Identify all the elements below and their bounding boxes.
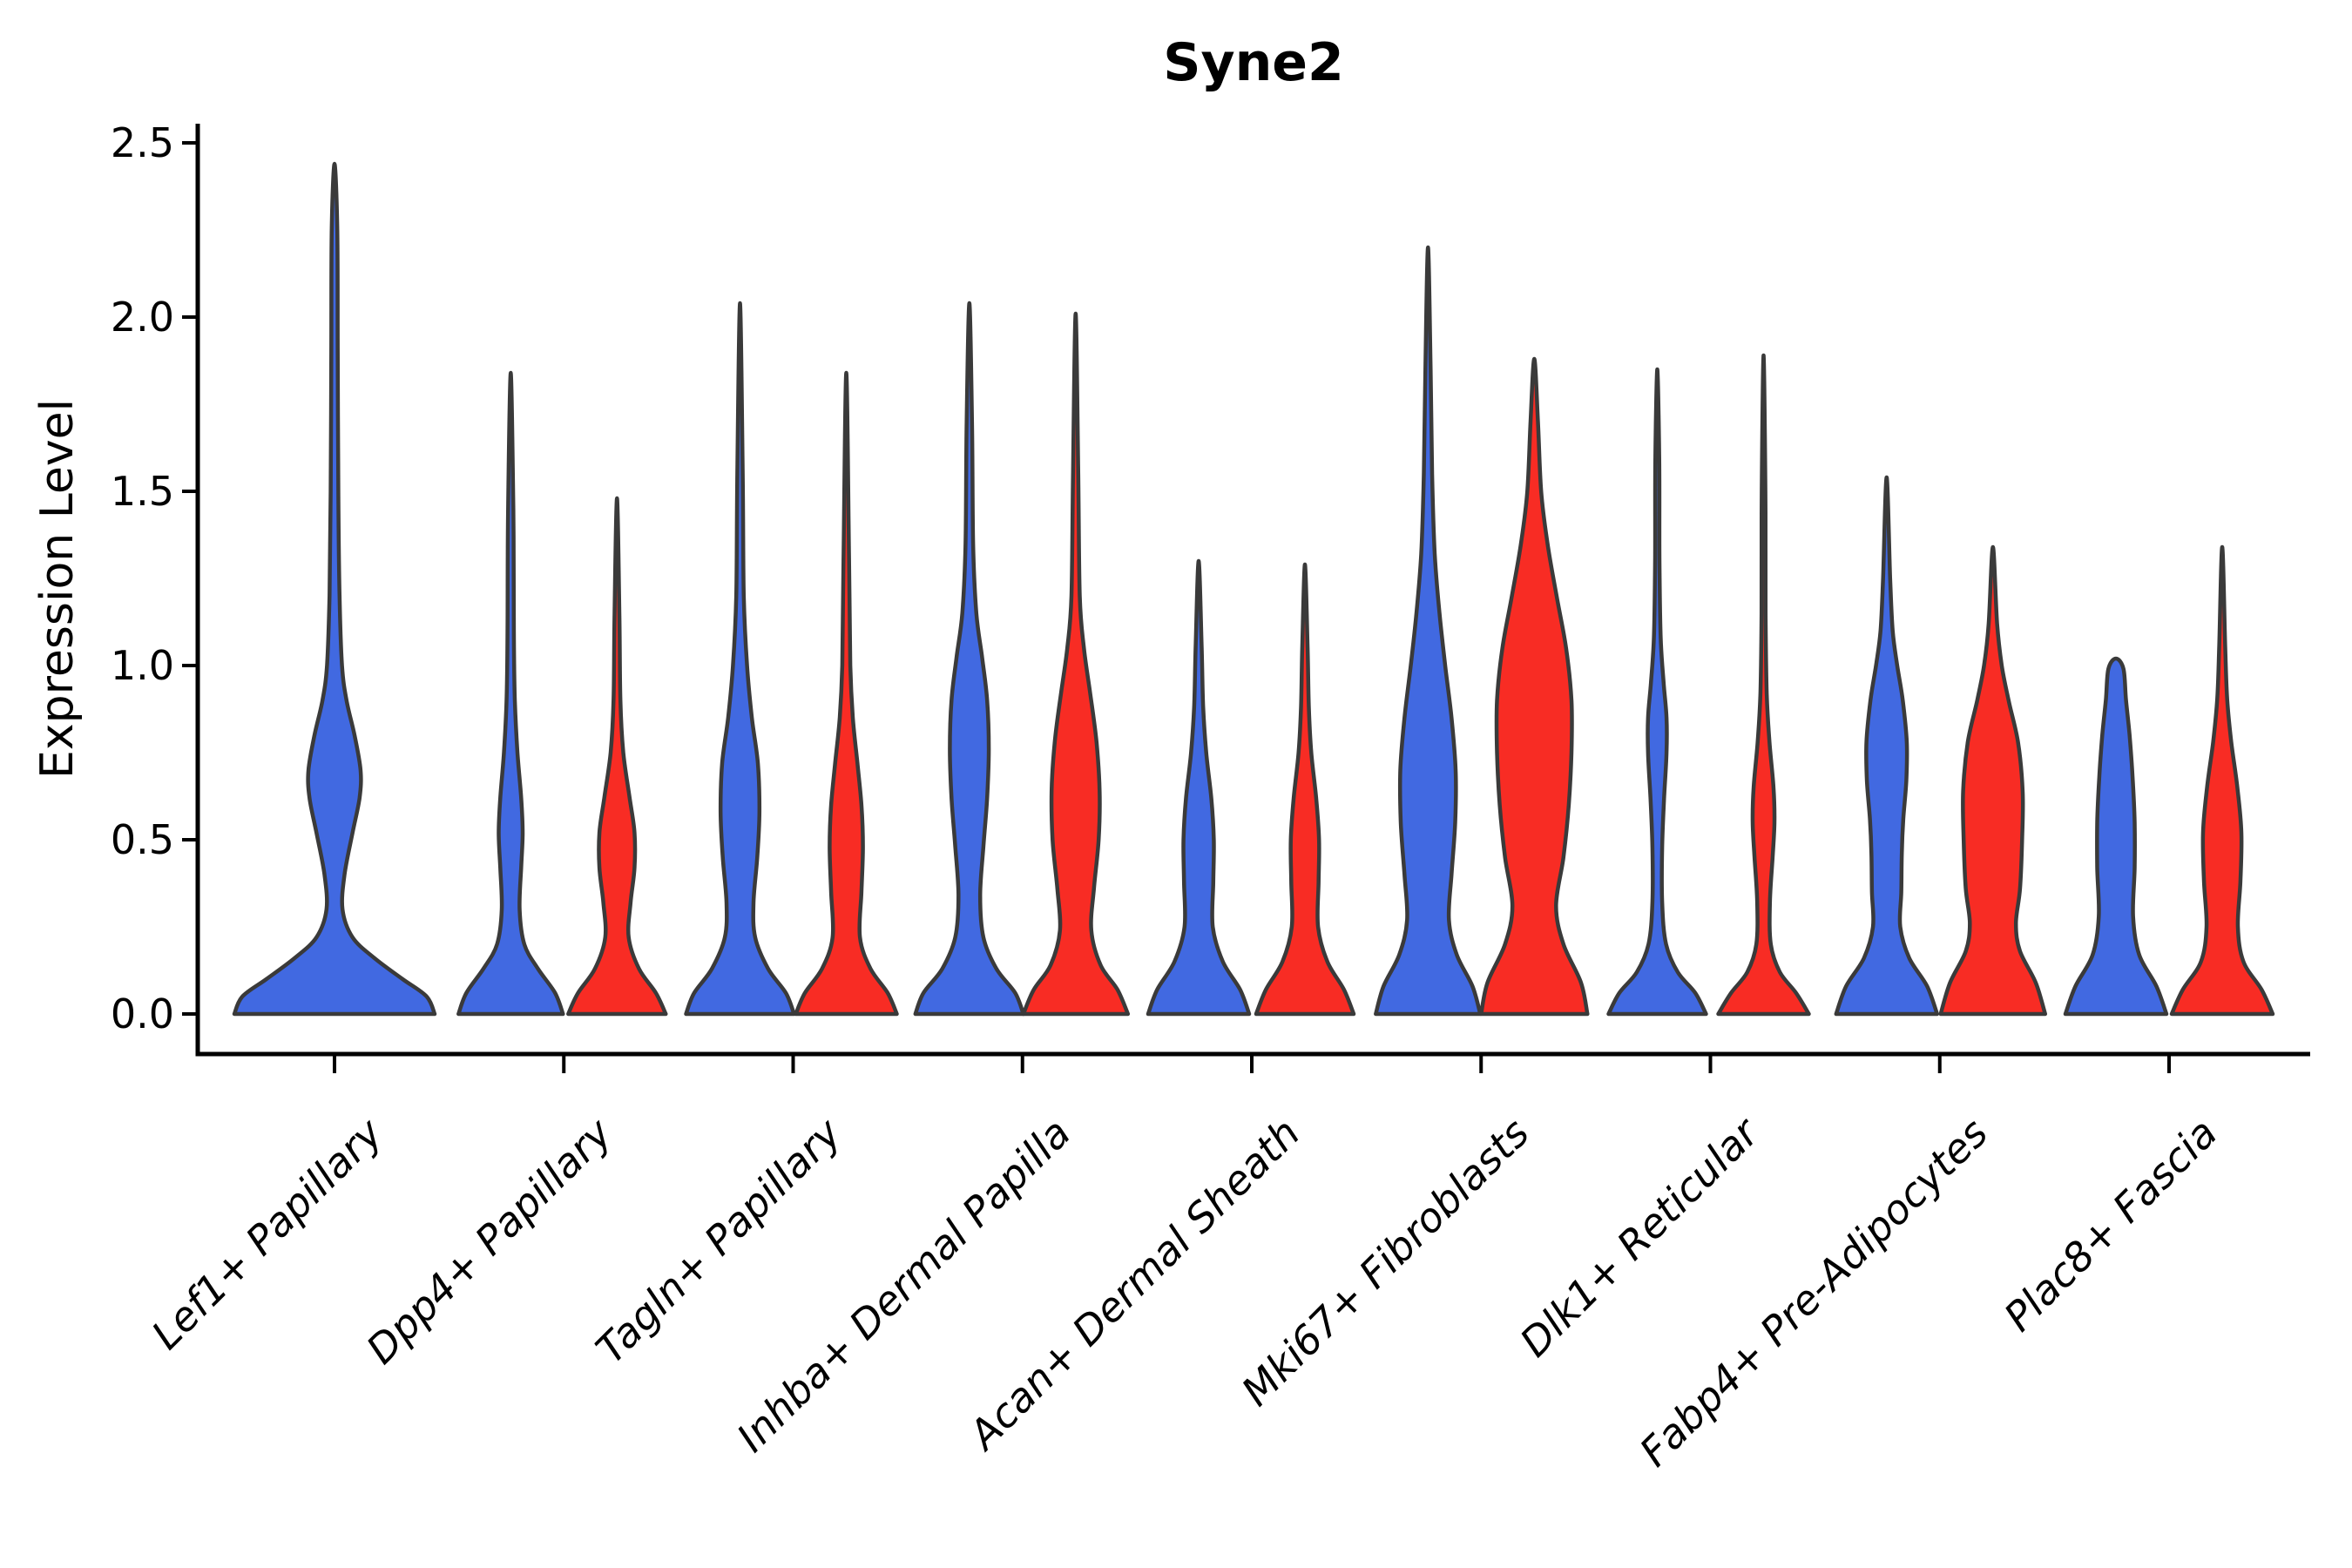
- violin-shape: [1021, 311, 1131, 1017]
- y-tick-label: 2.5: [110, 119, 174, 166]
- violin-shape: [1834, 475, 1940, 1017]
- violin-shape: [1254, 562, 1356, 1017]
- violin-shape: [232, 161, 437, 1017]
- y-tick-label: 1.5: [110, 468, 174, 515]
- violin-shape: [1374, 245, 1483, 1017]
- violin-shape: [913, 301, 1026, 1017]
- violin-shape: [2063, 656, 2169, 1017]
- violin-shape: [1479, 356, 1590, 1017]
- violin-shape: [2169, 544, 2275, 1017]
- violin-shape: [1606, 367, 1708, 1017]
- violin-shape: [456, 370, 565, 1017]
- violin-shape: [1938, 544, 2048, 1017]
- violin-shape: [1146, 558, 1252, 1017]
- y-axis-label: Expression Level: [31, 398, 84, 780]
- y-tick-label: 2.0: [110, 294, 174, 341]
- y-tick-label: 1.0: [110, 642, 174, 689]
- violin-shape: [794, 370, 899, 1017]
- violin-shape: [1716, 353, 1811, 1017]
- violin-shape: [566, 496, 668, 1017]
- y-tick-label: 0.0: [110, 990, 174, 1037]
- chart-title: Syne2: [1163, 32, 1344, 93]
- y-tick-label: 0.5: [110, 816, 174, 863]
- violin-shape: [684, 301, 796, 1017]
